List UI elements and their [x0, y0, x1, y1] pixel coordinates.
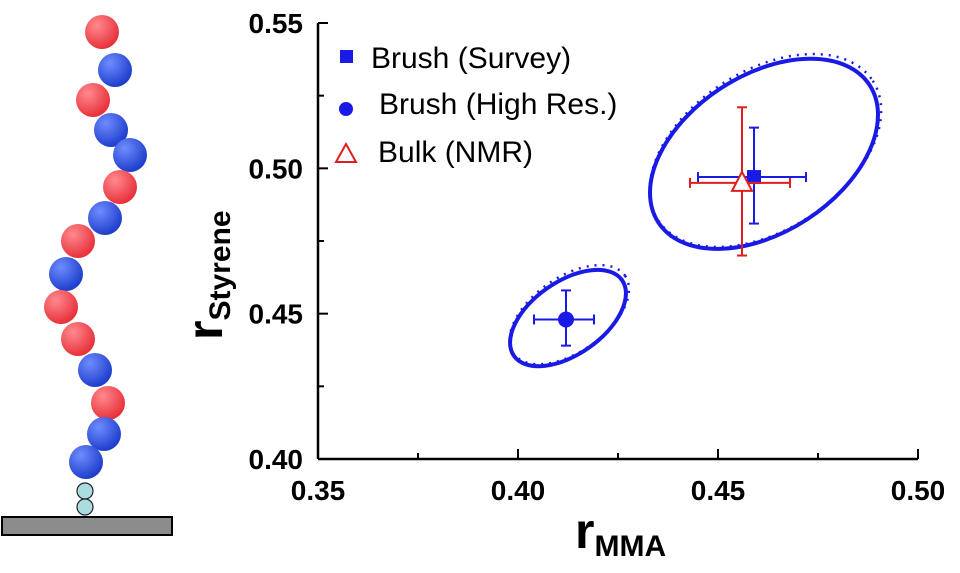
chain-bead-red	[85, 15, 119, 49]
y-tick-label: 0.50	[249, 153, 304, 184]
chain-bead-red	[76, 83, 110, 117]
legend-label-brush-survey: Brush (Survey)	[371, 42, 571, 75]
legend-marker-bulk-nmr	[334, 141, 358, 163]
chart: 0.35 0.40 0.45 0.500.400.450.500.55 rMMA rS…	[177, 8, 945, 563]
x-axis-title-sub: MMA	[594, 530, 666, 563]
x-tick-label: 0.35	[291, 475, 346, 506]
y-axis-title-main: r	[177, 321, 233, 340]
y-axis-title-sub: Styrene	[204, 210, 237, 320]
confidence-ellipse	[648, 56, 880, 251]
y-tick-label: 0.45	[249, 299, 304, 330]
chain-bead-blue	[113, 138, 147, 172]
chain-bead-blue	[69, 445, 103, 479]
anchor-beads	[76, 482, 94, 516]
x-tick-label: 0.50	[891, 475, 946, 506]
chain-bead-blue	[88, 201, 122, 235]
anchor-bead	[76, 482, 94, 500]
x-axis-title-main: r	[575, 503, 594, 559]
legend-marker-brush-survey	[340, 50, 353, 63]
chain-bead-blue	[87, 417, 121, 451]
x-tick-label: 0.45	[691, 475, 746, 506]
chain-bead-red	[44, 290, 78, 324]
chain-bead-blue	[98, 53, 132, 87]
data-points	[533, 106, 807, 347]
chain-bead-red	[61, 224, 95, 258]
polymer-chain	[44, 15, 147, 479]
legend-label-bulk-nmr: Bulk (NMR)	[378, 136, 533, 169]
y-tick-label: 0.40	[249, 444, 304, 475]
data-point-square	[747, 170, 761, 185]
legend: Brush (Survey) Brush (High Res.) Bulk (N…	[334, 42, 617, 169]
y-axis-title: rStyrene	[177, 210, 237, 340]
chain-bead-blue	[78, 353, 112, 387]
data-point-circle	[558, 311, 574, 328]
data-point-triangle	[730, 169, 754, 192]
legend-marker-brush-high-res	[339, 102, 353, 116]
chain-bead-blue	[94, 113, 128, 147]
chain-bead-red	[91, 386, 125, 420]
x-tick-label: 0.40	[491, 475, 546, 506]
anchor-bead	[76, 498, 94, 516]
chain-bead-red	[103, 170, 137, 204]
ticks	[317, 22, 919, 460]
confidence-ellipse	[508, 267, 628, 369]
tick-labels: 0.35 0.40 0.45 0.500.400.450.500.55	[249, 8, 946, 506]
chain-bead-red	[61, 322, 95, 356]
chain-bead-blue	[49, 257, 83, 291]
legend-label-brush-high-res: Brush (High Res.)	[379, 88, 617, 121]
polymer-brush-illustration	[1, 15, 173, 536]
x-axis-title: rMMA	[575, 503, 666, 563]
substrate-bar	[1, 516, 173, 536]
y-tick-label: 0.55	[249, 8, 304, 39]
